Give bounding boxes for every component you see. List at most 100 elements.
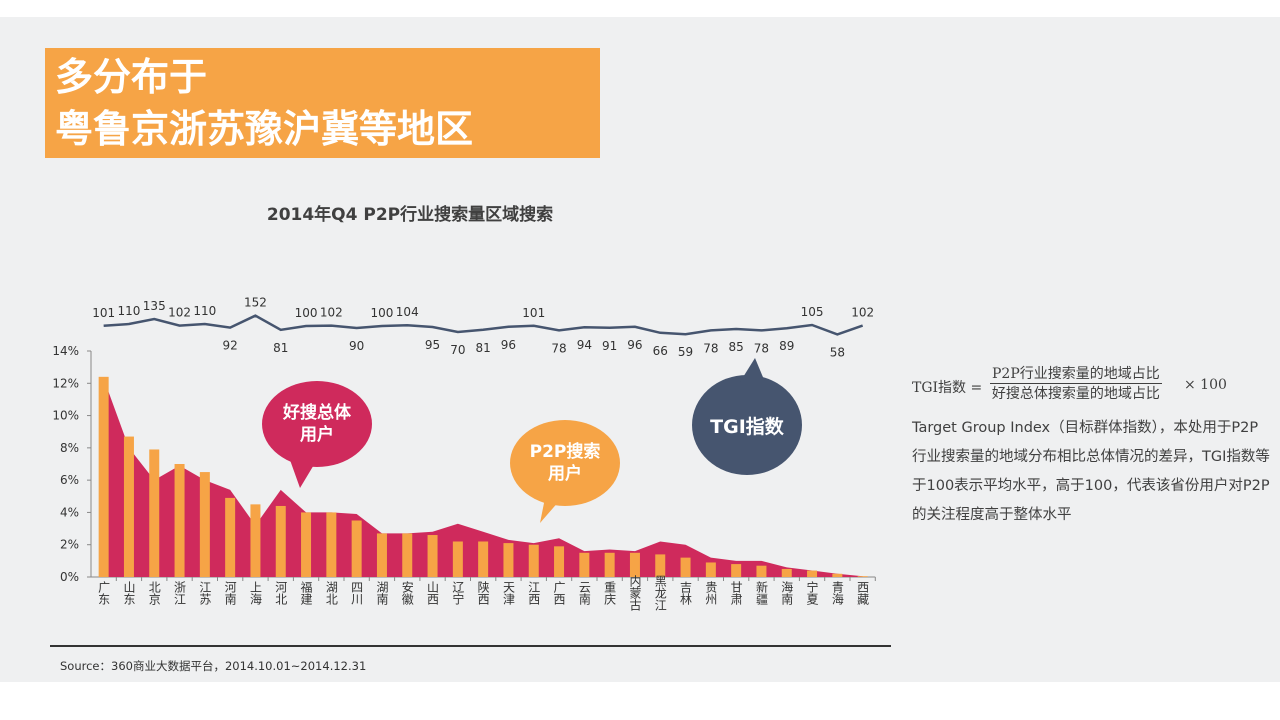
- legend-total-users-label: 好搜总体 用户: [283, 403, 351, 445]
- tgi-data-label: 78: [703, 341, 718, 355]
- bar-p2p-陕西: [478, 541, 489, 577]
- y-tick-label: 10%: [52, 409, 79, 423]
- y-tick-label: 2%: [60, 538, 79, 552]
- x-tick-label-江苏: 江苏: [198, 581, 212, 605]
- bar-p2p-海南: [781, 568, 792, 577]
- bar-p2p-黑龙江: [655, 554, 666, 577]
- x-tick-label-江西: 江西: [527, 581, 541, 605]
- x-tick-label-天津: 天津: [501, 581, 515, 605]
- bar-p2p-北京: [149, 449, 160, 577]
- title-line-2: 粤鲁京浙苏豫沪冀等地区: [55, 107, 474, 151]
- chart-title: 2014年Q4 P2P行业搜索量区域搜索: [266, 205, 554, 225]
- bar-p2p-吉林: [680, 557, 691, 577]
- formula-lhs: TGI指数 =: [912, 380, 983, 396]
- source-divider: [50, 645, 891, 647]
- x-tick-label-黑龙江: 黑龙江: [653, 575, 667, 611]
- x-tick-label-湖南: 湖南: [375, 580, 389, 605]
- bar-p2p-山西: [427, 535, 438, 577]
- bar-p2p-重庆: [604, 552, 615, 577]
- x-tick-label-海南: 海南: [780, 580, 794, 605]
- bar-p2p-福建: [301, 512, 312, 577]
- tgi-data-label: 85: [729, 340, 744, 354]
- bar-p2p-四川: [351, 520, 362, 577]
- y-tick-label: 12%: [52, 376, 79, 390]
- tgi-data-label: 94: [577, 338, 592, 352]
- bar-p2p-内蒙古: [629, 552, 640, 577]
- formula-fraction: P2P行业搜索量的地域占比 好搜总体搜索量的地域占比: [990, 365, 1162, 404]
- tgi-data-label: 104: [396, 305, 419, 319]
- bar-p2p-云南: [579, 552, 590, 577]
- tgi-data-label: 110: [117, 304, 140, 318]
- x-tick-label-广东: 广东: [97, 581, 111, 605]
- tgi-data-label: 78: [754, 341, 769, 355]
- legend-tgi-label: TGI指数: [710, 415, 784, 438]
- y-tick-label: 8%: [60, 441, 79, 455]
- title-line-1: 多分布于: [55, 55, 208, 99]
- x-tick-label-广西: 广西: [552, 581, 566, 605]
- legend-tgi-bubble: TGI指数: [692, 375, 802, 475]
- bar-p2p-浙江: [174, 464, 185, 577]
- tgi-data-label: 105: [801, 305, 824, 319]
- tgi-data-label: 95: [425, 338, 440, 352]
- bar-p2p-湖北: [326, 512, 337, 577]
- title-banner: 多分布于 粤鲁京浙苏豫沪冀等地区: [45, 48, 600, 158]
- bar-p2p-广东: [98, 376, 109, 577]
- bar-p2p-贵州: [705, 562, 716, 577]
- bar-p2p-青海: [832, 573, 843, 577]
- bar-p2p-江西: [528, 544, 539, 577]
- tgi-data-label: 58: [830, 345, 845, 359]
- legend-total-users-bubble: 好搜总体 用户: [262, 381, 372, 467]
- x-tick-label-云南: 云南: [577, 581, 591, 605]
- bar-p2p-河南: [225, 497, 236, 577]
- x-tick-label-北京: 北京: [147, 581, 161, 606]
- legend-p2p-users-bubble: P2P搜索 用户: [510, 420, 620, 506]
- x-tick-label-安徽: 安徽: [400, 580, 414, 605]
- chart-svg: 0% 2% 4% 6% 8% 10% 12% 14% 广东 山东 北京 浙江 江苏 河南 上海 河北 福建 湖北四…: [52, 296, 876, 611]
- tgi-formula: TGI指数 = P2P行业搜索量的地域占比 好搜总体搜索量的地域占比 × 100: [912, 365, 1262, 407]
- bar-p2p-上海: [250, 504, 261, 577]
- source-note: Source：360商业大数据平台，2014.10.01~2014.12.31: [60, 659, 367, 673]
- x-tick-label-重庆: 重庆: [603, 581, 617, 605]
- bar-p2p-辽宁: [452, 541, 463, 577]
- x-tick-label-河南: 河南: [223, 581, 237, 605]
- tgi-data-label: 152: [244, 296, 267, 310]
- x-tick-label-吉林: 吉林: [679, 581, 693, 605]
- tgi-data-label: 96: [501, 338, 516, 352]
- tgi-data-label: 135: [143, 299, 166, 313]
- tgi-line: [103, 314, 864, 336]
- y-tick-label: 4%: [60, 505, 79, 519]
- tgi-data-label: 90: [349, 339, 364, 353]
- y-tick-label: 6%: [60, 473, 79, 487]
- tgi-data-label: 100: [370, 306, 393, 320]
- tgi-data-label: 102: [168, 306, 191, 320]
- bar-p2p-广西: [554, 546, 565, 577]
- bar-p2p-甘肃: [731, 564, 742, 577]
- bar-p2p-西藏: [857, 576, 868, 577]
- tgi-data-label: 101: [92, 306, 115, 320]
- x-tick-label-山西: 山西: [426, 581, 440, 605]
- tgi-data-label: 81: [476, 341, 491, 355]
- x-tick-label-山东: 山东: [122, 581, 136, 605]
- tgi-data-label: 100: [295, 306, 318, 320]
- bar-p2p-宁夏: [807, 570, 818, 577]
- x-tick-label-河北: 河北: [274, 581, 288, 606]
- x-tick-label-西藏: 西藏: [856, 581, 870, 606]
- x-tick-label-青海: 青海: [830, 581, 844, 605]
- tgi-data-label: 78: [551, 341, 566, 355]
- tgi-data-label: 92: [223, 339, 238, 353]
- tgi-data-label: 89: [779, 339, 794, 353]
- tgi-data-label: 101: [522, 306, 545, 320]
- tgi-data-label: 70: [450, 343, 465, 357]
- bar-p2p-安徽: [402, 533, 413, 577]
- x-tick-label-福建: 福建: [299, 580, 313, 606]
- tgi-data-label: 66: [653, 344, 668, 358]
- x-tick-label-内蒙古: 内蒙古: [628, 575, 642, 611]
- tgi-description: Target Group Index（目标群体指数），本处用于P2P行业搜索量的…: [912, 420, 1270, 523]
- formula-denominator: 好搜总体搜索量的地域占比: [991, 386, 1160, 402]
- tgi-data-label: 110: [193, 304, 216, 318]
- tgi-data-label: 96: [627, 338, 642, 352]
- bar-p2p-江苏: [199, 472, 210, 577]
- tgi-data-label: 102: [851, 306, 874, 320]
- y-tick-label: 14%: [52, 344, 79, 358]
- x-tick-label-浙江: 浙江: [173, 581, 187, 605]
